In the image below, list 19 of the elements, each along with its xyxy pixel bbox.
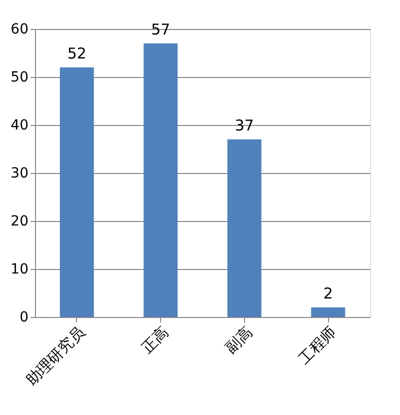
x-tick-label: 副高: [222, 323, 256, 358]
data-label: 52: [67, 44, 86, 62]
bar: [144, 43, 178, 317]
x-tick-label: 工程师: [294, 323, 340, 368]
data-label: 2: [323, 284, 333, 302]
bar: [311, 307, 346, 317]
data-label: 37: [234, 116, 254, 134]
y-tick-label: 40: [10, 118, 28, 134]
y-tick-label: 10: [10, 262, 28, 278]
bar: [60, 67, 94, 317]
y-tick-label: 30: [10, 166, 28, 182]
x-tick-label: 助理研究员: [22, 323, 88, 389]
y-tick-label: 50: [10, 70, 28, 86]
y-tick-label: 20: [10, 214, 28, 230]
bar: [227, 139, 262, 317]
data-label: 57: [151, 20, 170, 38]
y-tick-label: 0: [20, 310, 28, 326]
x-tick-label: 正高: [138, 323, 172, 358]
y-tick-label: 60: [10, 22, 28, 38]
